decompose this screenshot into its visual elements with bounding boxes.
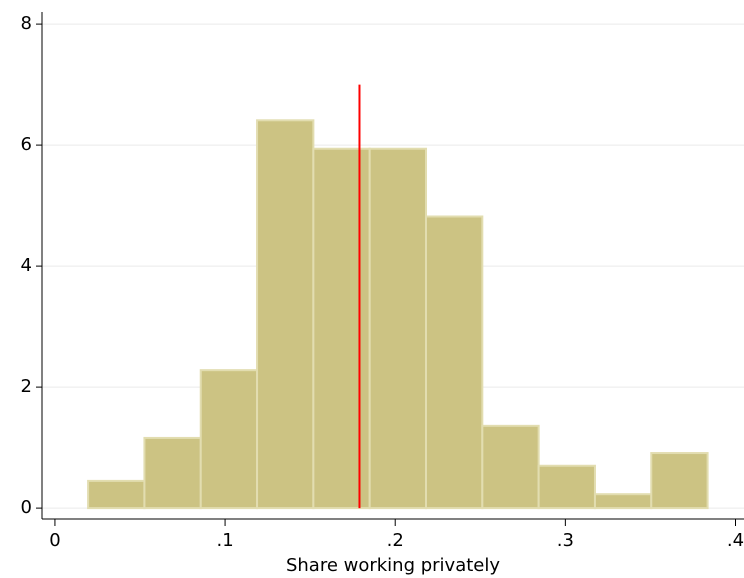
y-tick-label: 2 xyxy=(21,376,32,397)
x-axis-label: Share working privately xyxy=(286,555,500,576)
x-tick-label: .2 xyxy=(387,530,404,551)
bar xyxy=(199,369,259,510)
y-tick-label: 6 xyxy=(21,134,32,155)
x-tick-label: 0 xyxy=(49,530,60,551)
x-tick-label: .1 xyxy=(216,530,233,551)
bar xyxy=(87,479,146,510)
bar xyxy=(368,147,428,510)
y-tick-label: 4 xyxy=(21,255,32,276)
y-tick-label: 8 xyxy=(21,13,32,34)
x-tick-label: .4 xyxy=(727,530,744,551)
bar xyxy=(425,215,484,510)
bar xyxy=(481,424,540,510)
bar xyxy=(537,464,596,510)
bar xyxy=(143,436,202,510)
bar xyxy=(256,119,315,510)
bar xyxy=(650,452,709,510)
y-tick-label: 0 xyxy=(21,497,32,518)
bar xyxy=(312,147,371,510)
bar xyxy=(593,493,653,510)
x-tick-label: .3 xyxy=(557,530,574,551)
